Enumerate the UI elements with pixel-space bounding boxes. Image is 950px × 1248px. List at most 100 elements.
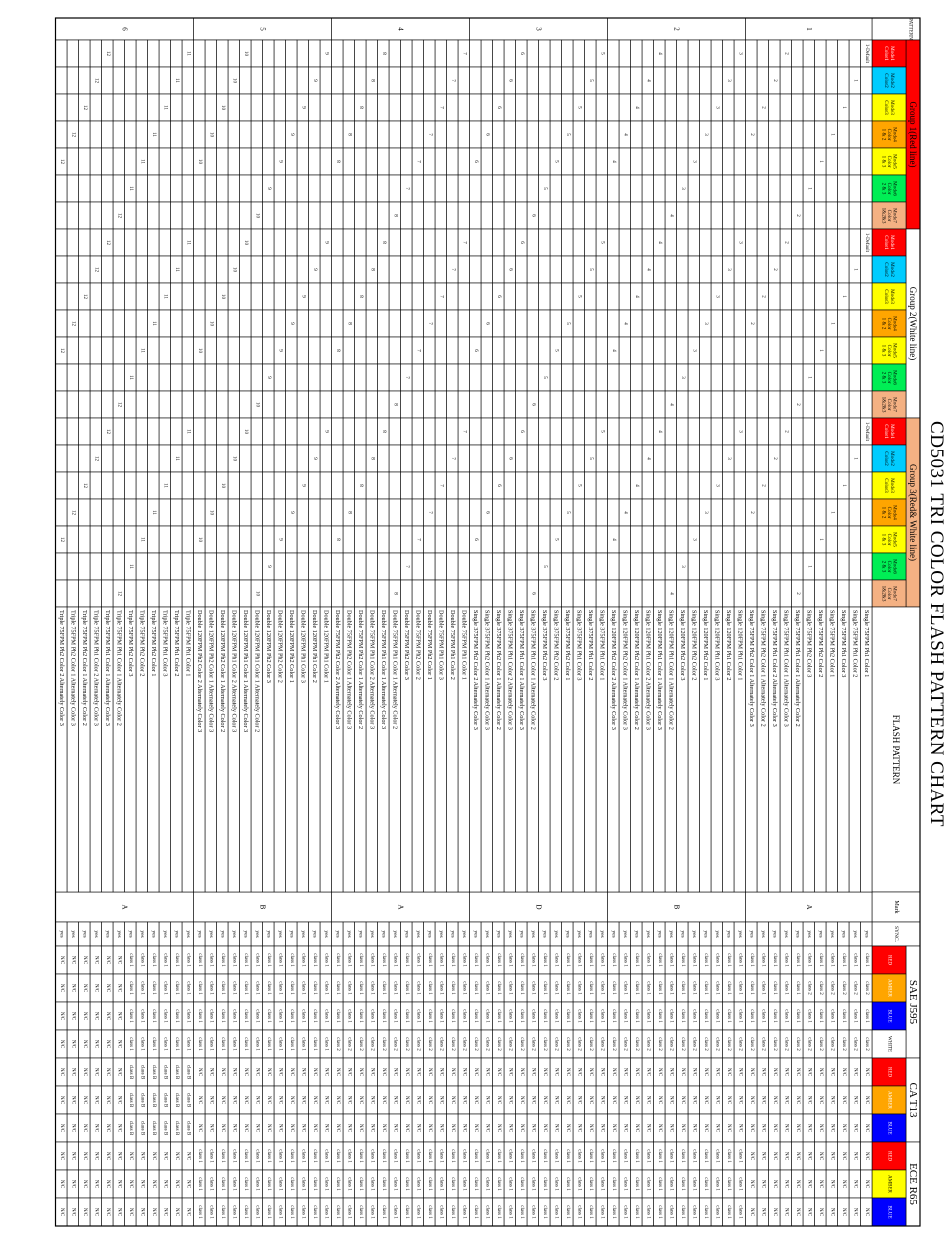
signal-class-value: N/C: [116, 1040, 121, 1049]
signal-class-value: N/C: [726, 1124, 731, 1133]
mode-cell: [595, 579, 608, 608]
mode-cell: [791, 552, 804, 581]
signal-class-value: class 1: [231, 1037, 236, 1051]
mode-cell: [181, 498, 194, 527]
signal-class-value: class 2: [806, 981, 811, 995]
signal-class-value: class 1: [473, 953, 478, 967]
mode-cell: [434, 498, 447, 527]
signal-class-value: N/C: [484, 1096, 489, 1105]
signal-class-value: N/C: [496, 1068, 501, 1077]
mark-label: A: [121, 904, 129, 909]
mode-cell: [66, 93, 79, 122]
mode-value: 10: [220, 294, 225, 300]
mode-cell: [388, 552, 401, 581]
sync-value: yes: [288, 930, 294, 937]
mode-cell: [457, 309, 470, 338]
signal-class-value: class 1: [496, 981, 501, 995]
mode-cell: [837, 120, 850, 149]
flash-pattern-name: Single 75FPM Ph2 Color 1 Alternately Col…: [759, 610, 766, 727]
mode-header-label: Mode3Color3: [883, 478, 895, 493]
signal-class-value: N/C: [852, 1208, 857, 1217]
mode-cell: [204, 471, 217, 500]
signal-class-value: N/C: [105, 1208, 110, 1217]
mode-cell: [135, 552, 148, 581]
signal-class-value: class 1: [392, 1009, 397, 1023]
mode-cell: [181, 363, 194, 392]
mode-cell: [722, 147, 735, 176]
mode-cell: [503, 471, 516, 500]
mode-cell: [239, 282, 252, 311]
mode-cell: [354, 120, 367, 149]
mode-cell: [733, 525, 746, 554]
signal-class-value: class 1: [392, 1205, 397, 1219]
signal-class-value: class 1: [415, 981, 420, 995]
mode-value: 12: [59, 159, 64, 165]
mode-cell: [791, 336, 804, 365]
mode-cell: [515, 147, 528, 176]
signal-class-value: N/C: [231, 1068, 236, 1077]
mode-cell: [561, 444, 574, 473]
mode-cell: [837, 336, 850, 365]
mode-cell: [641, 417, 654, 446]
mode-cell: [446, 525, 459, 554]
signal-class-value: N/C: [795, 1208, 800, 1217]
sync-value: yes: [771, 930, 777, 937]
mode-cell: [538, 579, 551, 608]
mode-cell: [101, 255, 114, 284]
signal-class-value: N/C: [358, 1096, 363, 1105]
mode-value: 11: [128, 375, 133, 380]
mode-cell: [112, 552, 125, 581]
mode-cell: [802, 579, 815, 608]
mode-cell: [572, 39, 585, 68]
mode-cell: [411, 579, 424, 608]
mode-cell: [250, 525, 263, 554]
signal-class-value: N/C: [105, 1180, 110, 1189]
signal-color-label: RED: [887, 955, 892, 965]
mode-value: 2: [772, 457, 777, 460]
mode-value: 12: [105, 429, 110, 435]
mode-cell: [745, 471, 758, 500]
signal-class-value: class 1: [197, 953, 202, 967]
mode-value: 1: [829, 322, 834, 325]
signal-class-value: class 1: [668, 1205, 673, 1219]
mode-cell: [630, 147, 643, 176]
signal-class-value: class 1: [220, 1149, 225, 1163]
signal-class-value: class 1: [530, 1149, 535, 1163]
mode-value: 11: [185, 240, 190, 245]
mode-cell: [733, 66, 746, 95]
signal-class-value: N/C: [404, 1096, 409, 1105]
mode-cell: [492, 336, 505, 365]
signal-class-value: N/C: [116, 1208, 121, 1217]
mode-cell: [158, 336, 171, 365]
mode-cell: [147, 336, 160, 365]
mode-cell: [411, 552, 424, 581]
signal-class-value: class 1: [737, 953, 742, 967]
signal-class-value: class 1: [760, 953, 765, 967]
mode-cell: [860, 579, 873, 608]
mode-cell: [653, 498, 666, 527]
signal-class-value: class 1: [369, 1177, 374, 1191]
mode-cell: [365, 363, 378, 392]
signal-class-value: class 1: [634, 1009, 639, 1023]
signal-class-value: class 1: [438, 953, 443, 967]
mode-cell: [653, 579, 666, 608]
mode-cell: [848, 174, 861, 203]
mode-value: 1: [818, 538, 823, 541]
signal-class-value: N/C: [760, 1096, 765, 1105]
mode-cell: [423, 174, 436, 203]
mode-cell: [181, 93, 194, 122]
signal-class-value: class 1: [231, 1009, 236, 1023]
signal-class-value: class 1: [162, 981, 167, 995]
signal-class-value: N/C: [530, 1124, 535, 1133]
mode-cell: [457, 120, 470, 149]
mode-cell: [181, 120, 194, 149]
mode-cell: [388, 66, 401, 95]
mode-cell: [641, 390, 654, 419]
signal-class-value: class 1: [772, 953, 777, 967]
mode-cell: [411, 66, 424, 95]
mode-cell: [319, 525, 332, 554]
mode-value: 1: [806, 565, 811, 568]
mode-cell: [791, 282, 804, 311]
mode-cell: [641, 579, 654, 608]
mode-cell: [584, 363, 597, 392]
